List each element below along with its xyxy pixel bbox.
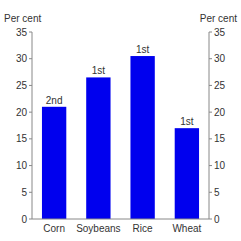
y-axis-line <box>32 32 33 219</box>
y2-tick <box>209 192 212 193</box>
y-tick-label: 10 <box>16 160 28 171</box>
bar <box>130 56 154 219</box>
bar-annotation: 1st <box>136 44 150 55</box>
y-tick <box>29 165 32 166</box>
bar <box>42 107 66 219</box>
y-tick-label: 20 <box>16 107 28 118</box>
bars <box>42 56 199 219</box>
y2-tick-label: 25 <box>214 80 226 91</box>
y-tick-label: 15 <box>16 133 28 144</box>
annotations: 2nd 1st 1st 1st <box>46 44 194 127</box>
y2-tick-label: 30 <box>214 53 226 64</box>
x-tick-label: Corn <box>43 223 65 234</box>
y-tick <box>29 112 32 113</box>
axes: 0 5 10 15 20 25 30 35 0 5 10 15 20 25 30 35 Corn Soybeans… <box>16 27 226 235</box>
y2-tick-label: 10 <box>214 160 226 171</box>
bar-annotation: 1st <box>180 116 194 127</box>
y2-tick-label: 35 <box>214 27 226 38</box>
y2-tick <box>209 85 212 86</box>
y-axis-label: Per cent <box>4 13 41 24</box>
y-tick-label: 0 <box>21 214 27 225</box>
bar-annotation: 2nd <box>46 95 63 106</box>
y2-tick <box>209 138 212 139</box>
x-tick-label: Wheat <box>172 223 201 234</box>
chart-svg: 2nd 1st 1st 1st 0 5 10 15 20 25 30 35 0 5 10 15 20 25 30 35… <box>0 0 241 241</box>
y2-tick <box>209 165 212 166</box>
bar-annotation: 1st <box>92 65 106 76</box>
y2-tick <box>209 32 212 33</box>
y2-tick-label: 5 <box>214 187 220 198</box>
y-tick <box>29 219 32 220</box>
x-tick-label: Soybeans <box>76 223 120 234</box>
x-axis-line <box>32 219 209 220</box>
y-tick <box>29 58 32 59</box>
y2-tick-label: 0 <box>214 214 220 225</box>
y-tick-label: 35 <box>16 27 28 38</box>
bar <box>86 77 110 219</box>
y2-tick-label: 15 <box>214 133 226 144</box>
bar <box>175 128 199 219</box>
y-tick-label: 5 <box>21 187 27 198</box>
y-tick-label: 30 <box>16 53 28 64</box>
y2-axis-label: Per cent <box>200 13 237 24</box>
y2-tick <box>209 219 212 220</box>
y-tick <box>29 85 32 86</box>
chart-container: 2nd 1st 1st 1st 0 5 10 15 20 25 30 35 0 5 10 15 20 25 30 35… <box>0 0 241 241</box>
y2-tick <box>209 112 212 113</box>
y2-tick-label: 20 <box>214 107 226 118</box>
x-tick-label: Rice <box>133 223 153 234</box>
y2-tick <box>209 58 212 59</box>
y-tick-label: 25 <box>16 80 28 91</box>
y2-axis-line <box>209 32 210 219</box>
y-tick <box>29 138 32 139</box>
y-tick <box>29 192 32 193</box>
y-tick <box>29 32 32 33</box>
